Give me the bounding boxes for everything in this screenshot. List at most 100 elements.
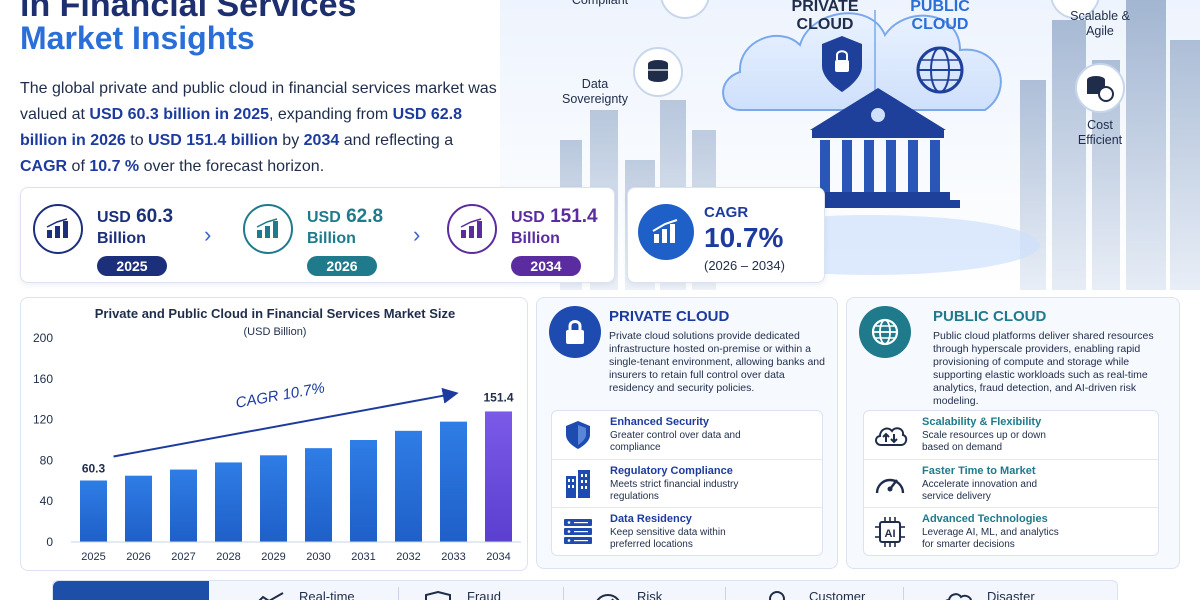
x-tick-label: 2029 [261,551,285,563]
page-title: in Financial Services [20,0,357,24]
public-cloud-panel: PUBLIC CLOUD Public cloud platforms deli… [846,297,1180,569]
y-tick-label: 80 [40,453,54,467]
stat-value: USD 62.8 [307,206,383,228]
bar-chart-icon [33,204,83,254]
growth-chart-icon [638,204,694,260]
intro-highlight: 2034 [303,132,340,149]
compliant-icon [660,0,710,19]
feature-desc: Greater control over data and compliance [610,430,741,453]
cloud-icon [945,593,972,600]
use-case-label: Disaster [987,589,1035,600]
bar-chart-icon [447,204,497,254]
data-label: 151.4 [483,390,513,404]
public-feature-list: Scalability & Flexibility Scale resource… [863,410,1159,556]
search-icon [769,591,785,600]
stat-unit: Billion [307,230,356,247]
cagr-value: 10.7% [704,222,784,253]
bar [485,411,512,542]
bank-building-icon [796,88,960,208]
intro-text: and reflecting a [339,132,454,149]
private-cloud-label: PRIVATE CLOUD [791,0,859,33]
market-stats-card: USD 60.3 Billion 2025 › USD 62.8 Billion… [20,187,615,283]
feature-desc: Leverage AI, ML, and analytics for smart… [922,527,1059,550]
stat-currency: USD [307,209,341,226]
feature-title: Data Residency [610,513,692,525]
stat-year-badge: 2025 [97,256,167,276]
chart-unit: (USD Billion) [243,326,307,338]
divider [563,587,564,600]
panel-title: PUBLIC CLOUD [933,308,1047,325]
intro-text: to [125,132,149,149]
bar [260,455,287,542]
y-tick-label: 200 [33,331,53,345]
data-sovereignty-label: Data Sovereignty [561,77,628,106]
cagr-label: CAGR [704,204,749,221]
x-tick-label: 2032 [396,551,420,563]
building-icon [560,466,596,502]
intro-paragraph: The global private and public cloud in f… [20,76,500,180]
bar [395,430,422,542]
feature-item: Data Residency Keep sensitive data withi… [552,507,822,555]
x-tick-label: 2034 [486,551,510,563]
use-cases-header [53,581,209,600]
cloud-arrows-icon [872,417,908,453]
bar [80,480,107,542]
intro-highlight: USD 60.3 billion in 2025 [89,106,270,123]
use-case-label: Customer [809,589,866,600]
stat-year-badge: 2034 [511,256,581,276]
feature-title: Advanced Technologies [922,513,1048,525]
feature-title: Faster Time to Market [922,465,1036,477]
intro-text: of [67,158,90,175]
bar [440,421,467,542]
x-tick-label: 2027 [171,551,195,563]
shield-icon [425,591,451,600]
private-cloud-panel: PRIVATE CLOUD Private cloud solutions pr… [536,297,838,569]
bar [125,475,152,542]
feature-item: Regulatory Compliance Meets strict finan… [552,459,822,507]
ai-chip-icon: AI [872,514,908,550]
feature-title: Scalability & Flexibility [922,416,1042,428]
use-case-label: Real-time [299,589,355,600]
cagr-range: (2026 – 2034) [704,258,785,273]
y-tick-label: 0 [46,535,53,549]
stat-value: USD 151.4 [511,206,598,228]
stat-year-badge: 2026 [307,256,377,276]
intro-text: , expanding from [269,106,393,123]
y-tick-label: 160 [33,372,53,386]
chart-title: Private and Public Cloud in Financial Se… [94,306,456,321]
divider [725,587,726,600]
bar [350,440,377,542]
x-tick-label: 2030 [306,551,330,563]
data-label: 60.3 [82,461,106,475]
public-cloud-label: PUBLIC CLOUD [910,0,970,33]
intro-highlight: 10.7 % [89,158,140,175]
stat-number: 62.8 [346,206,384,227]
feature-desc: Keep sensitive data within preferred loc… [610,527,726,550]
stat-number: 60.3 [136,206,174,227]
x-tick-label: 2033 [441,551,465,563]
stat-currency: USD [97,209,131,226]
feature-title: Enhanced Security [610,416,710,428]
lock-icon [549,306,601,358]
panel-title: PRIVATE CLOUD [609,308,730,325]
feature-item: Faster Time to Market Accelerate innovat… [864,459,1158,507]
cagr-arrow [113,387,459,458]
bar-chart-icon [243,204,293,254]
bar [170,469,197,542]
shield-icon [560,417,596,453]
server-icon [560,514,596,550]
svg-text:AI: AI [885,528,896,540]
bar [305,448,332,542]
feature-item: Scalability & Flexibility Scale resource… [864,411,1158,459]
intro-highlight: CAGR [20,158,68,175]
page-subtitle: Market Insights [20,20,255,56]
y-tick-label: 120 [33,413,53,427]
chevron-right-icon: › [413,222,421,247]
chevron-right-icon: › [204,222,212,247]
cagr-annotation: CAGR 10.7% [234,379,326,411]
feature-item: Enhanced Security Greater control over d… [552,411,822,459]
use-case-label: Risk [637,589,663,600]
intro-text: by [277,132,304,149]
trend-icon [258,592,284,600]
stat-currency: USD [511,209,545,226]
